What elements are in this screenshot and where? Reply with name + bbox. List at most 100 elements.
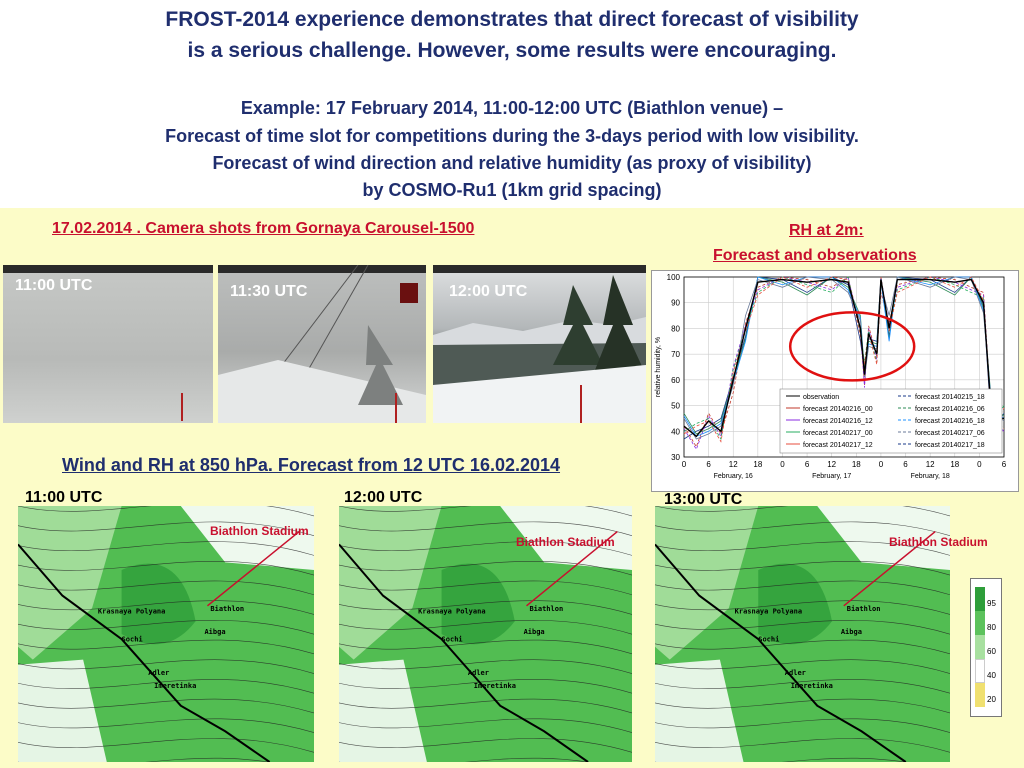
camera-time-1: 11:00 UTC: [15, 277, 93, 294]
x-tick-label: 18: [950, 460, 959, 469]
streamline: [655, 506, 950, 517]
x-tick-label: 18: [753, 460, 762, 469]
scale-label: 40: [987, 671, 996, 680]
place-krasnaya: Krasnaya Polyana: [418, 608, 485, 616]
legend-label: forecast 20140217_00: [803, 430, 873, 437]
scale-label: 20: [987, 695, 996, 704]
place-aibga: Aibga: [841, 628, 862, 636]
streamline: [18, 757, 270, 762]
streamline: [339, 679, 632, 694]
coastline: [339, 543, 589, 762]
place-krasnaya: Krasnaya Polyana: [98, 608, 165, 616]
subtitle-line-1: Example: 17 February 2014, 11:00-12:00 U…: [240, 98, 784, 118]
highlight-ellipse: [788, 311, 916, 382]
wind-map-svg: Krasnaya Polyana Biathlon Aibga Sochi Adler I…: [18, 506, 314, 762]
streamline: [339, 698, 632, 714]
place-krasnaya: Krasnaya Polyana: [735, 608, 802, 616]
streamline: [18, 506, 314, 517]
y-tick-label: 40: [671, 427, 680, 436]
streamline: [655, 600, 950, 615]
legend-label: forecast 20140216_06: [915, 406, 985, 413]
place-adler: Adler: [148, 669, 169, 677]
y-tick-label: 50: [671, 402, 680, 411]
camera-header-strip: [3, 265, 213, 273]
place-biathlon: Biathlon: [847, 605, 881, 613]
scale-swatch: [975, 635, 985, 659]
legend-label: forecast 20140216_12: [803, 418, 873, 425]
x-tick-label: 12: [926, 460, 935, 469]
streamline: [18, 541, 314, 556]
streamline: [655, 718, 950, 733]
map-time-1: 11:00 UTC: [25, 489, 103, 506]
x-tick-label: 12: [729, 460, 738, 469]
valley-scene: [433, 275, 646, 423]
x-day-label: February, 17: [812, 473, 851, 480]
streamline: [655, 639, 950, 655]
humidity-patch: [121, 563, 196, 645]
streamline: [339, 506, 632, 517]
coastline: [18, 543, 271, 762]
y-tick-label: 60: [671, 376, 680, 385]
streamline: [18, 600, 314, 615]
streamline: [655, 679, 950, 694]
observation-line: [683, 278, 1004, 438]
title-line-2: is a serious challenge. However, some re…: [187, 39, 837, 62]
streamline: [339, 718, 632, 733]
camera-title: 17.02.2014 . Camera shots from Gornaya C…: [52, 220, 475, 237]
streamline: [18, 698, 314, 714]
scale-label: 95: [987, 599, 996, 608]
forecast-line: [683, 276, 1005, 451]
stadium-label-3: Biathlon Stadium: [889, 535, 988, 549]
place-imeretinka: Imeretinka: [474, 682, 516, 690]
streamline: [339, 659, 632, 674]
legend-label: forecast 20140216_18: [915, 418, 985, 425]
stadium-label-2: Biathlon Stadium: [516, 535, 615, 549]
stadium-arrow: [843, 531, 936, 607]
place-imeretinka: Imeretinka: [791, 682, 833, 690]
legend-label: forecast 20140217_12: [803, 442, 873, 449]
place-adler: Adler: [785, 669, 806, 677]
legend-label: forecast 20140217_06: [915, 430, 985, 437]
streamline: [655, 757, 907, 762]
streamline: [655, 521, 950, 536]
y-axis-label: relative humidity, %: [655, 337, 662, 397]
place-imeretinka: Imeretinka: [154, 682, 196, 690]
rh-color-scale: 95 80 60 40 20: [970, 578, 1002, 717]
subtitle-line-3: Forecast of wind direction and relative …: [212, 153, 812, 173]
x-tick-label: 6: [805, 460, 810, 469]
camera-time-2: 11:30 UTC: [230, 283, 308, 300]
place-biathlon: Biathlon: [529, 605, 563, 613]
streamline: [339, 580, 632, 596]
y-tick-label: 30: [671, 453, 680, 462]
scale-swatch: [975, 611, 985, 635]
x-tick-label: 0: [682, 460, 687, 469]
camera-time-3: 12:00 UTC: [449, 283, 528, 300]
rh-chart: 100 90 80 70 60 50 40 30 0 6 12 18 0 6 12 18 0 6 12 18 0 6 Feb…: [651, 270, 1019, 492]
place-aibga: Aibga: [204, 628, 225, 636]
camera-header-strip: [433, 265, 646, 273]
subtitle-line-4: by COSMO-Ru1 (1km grid spacing): [362, 180, 662, 200]
place-aibga: Aibga: [524, 628, 545, 636]
legend-label: forecast 20140217_18: [915, 442, 985, 449]
camera-header-strip: [218, 265, 426, 273]
x-tick-label: 6: [1002, 460, 1007, 469]
camera-shot-1: 11:00 UTC: [3, 265, 213, 423]
place-sochi: Sochi: [442, 636, 463, 644]
streamline: [18, 561, 314, 576]
x-day-label: February, 16: [714, 473, 753, 480]
streamline: [339, 738, 632, 753]
y-tick-label: 100: [667, 273, 681, 282]
pole: [181, 393, 183, 421]
legend-label: observation: [803, 394, 839, 401]
streamline: [339, 639, 632, 655]
streamline: [655, 738, 950, 753]
x-tick-label: 0: [977, 460, 982, 469]
x-tick-label: 6: [706, 460, 711, 469]
coastline: [655, 543, 907, 762]
streamline: [18, 620, 314, 635]
streamline: [655, 561, 950, 576]
y-tick-label: 70: [671, 350, 680, 359]
streamline: [18, 718, 314, 733]
streamline: [655, 659, 950, 674]
rh-title-2: Forecast and observations: [713, 247, 917, 264]
